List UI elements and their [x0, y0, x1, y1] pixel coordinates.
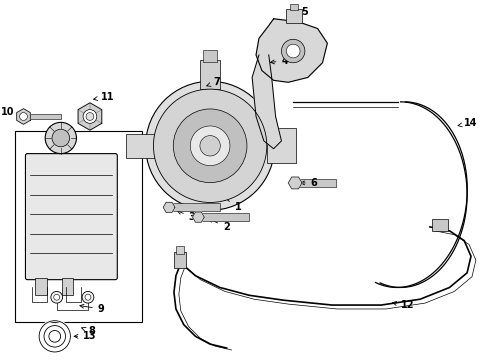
Bar: [15, 131, 142, 322]
Text: 13: 13: [74, 331, 97, 341]
Text: 8: 8: [81, 327, 95, 337]
Circle shape: [54, 294, 60, 300]
Text: 10: 10: [1, 107, 24, 117]
Polygon shape: [288, 177, 302, 189]
Bar: [200, 60, 220, 89]
Bar: [176, 247, 183, 254]
Circle shape: [83, 110, 97, 123]
Text: 3: 3: [177, 211, 195, 222]
Bar: [23, 113, 61, 120]
Text: 12: 12: [392, 300, 413, 310]
Text: 6: 6: [300, 178, 317, 188]
Text: 7: 7: [206, 77, 219, 87]
Circle shape: [82, 291, 94, 303]
Circle shape: [85, 294, 91, 300]
Polygon shape: [192, 212, 204, 222]
Polygon shape: [256, 19, 326, 82]
Bar: [174, 252, 185, 268]
Bar: [61, 278, 73, 295]
Circle shape: [153, 89, 266, 202]
Bar: [35, 278, 47, 295]
Text: 5: 5: [294, 7, 307, 17]
Circle shape: [281, 39, 305, 63]
Circle shape: [51, 291, 62, 303]
Bar: [203, 50, 217, 62]
Polygon shape: [252, 55, 281, 149]
Circle shape: [86, 113, 94, 120]
Bar: [169, 203, 220, 211]
Polygon shape: [163, 202, 175, 212]
Bar: [290, 4, 298, 10]
Polygon shape: [17, 109, 30, 124]
Bar: [431, 219, 447, 231]
Bar: [198, 213, 249, 221]
Bar: [295, 179, 335, 187]
Circle shape: [45, 122, 76, 154]
Text: 2: 2: [208, 219, 229, 232]
Bar: [286, 9, 302, 23]
Circle shape: [52, 129, 69, 147]
Circle shape: [286, 44, 300, 58]
Text: 11: 11: [93, 92, 114, 102]
Text: 4: 4: [270, 56, 287, 66]
Polygon shape: [78, 103, 102, 130]
Bar: [126, 134, 155, 158]
FancyBboxPatch shape: [25, 154, 117, 280]
Text: 14: 14: [457, 118, 477, 128]
Bar: [266, 128, 296, 163]
Circle shape: [190, 126, 229, 166]
Text: 9: 9: [80, 304, 104, 314]
Circle shape: [145, 81, 274, 210]
Circle shape: [20, 113, 27, 120]
Circle shape: [200, 136, 220, 156]
Circle shape: [173, 109, 246, 183]
Text: 1: 1: [223, 197, 241, 212]
